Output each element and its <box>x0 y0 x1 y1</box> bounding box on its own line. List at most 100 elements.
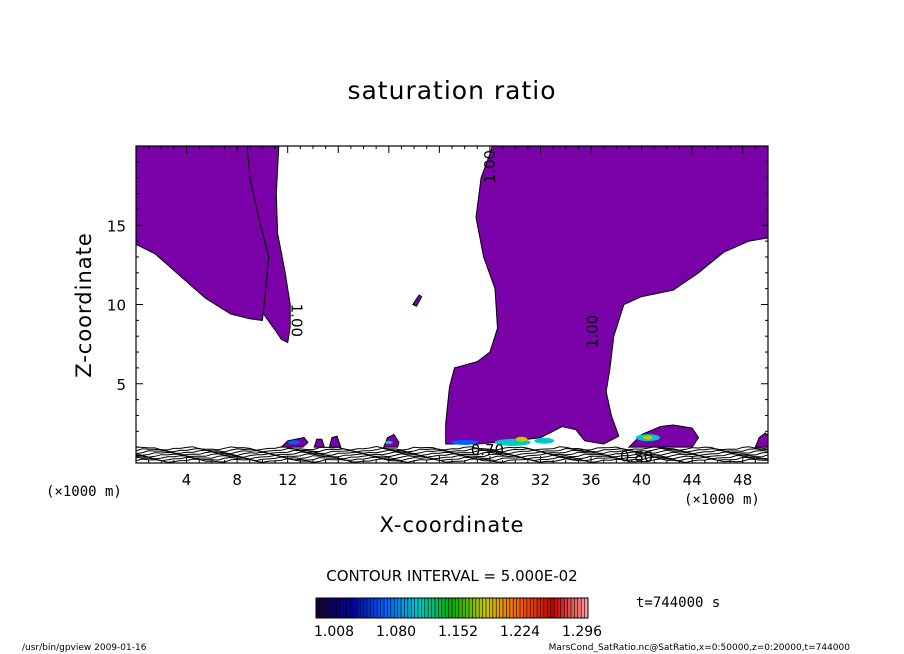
colorbar-cell <box>428 598 433 618</box>
contour-label-5: 0.70 <box>471 441 504 459</box>
colorbar-cell <box>554 598 558 618</box>
y-tick-label-5: 5 <box>116 376 126 394</box>
colorbar-cell <box>326 598 331 618</box>
contour-label-4: 0.80 <box>620 447 653 465</box>
colorbar-cell <box>387 598 392 618</box>
colorbar-cell <box>322 598 327 618</box>
colorbar-cell <box>499 598 504 618</box>
colorbar-cell <box>540 598 545 618</box>
surface-contour-8 <box>135 445 769 451</box>
colorbar-cell <box>435 598 439 618</box>
x-tick-label-20: 20 <box>379 471 398 489</box>
colorbar-cell <box>448 598 453 618</box>
x-unit-right: (×1000 m) <box>684 492 760 508</box>
colorbar-cell <box>377 598 382 618</box>
colorbar-cell <box>356 598 361 618</box>
colorbar-cell <box>560 598 565 618</box>
x-tick-label-44: 44 <box>683 471 702 489</box>
colorbar-cell <box>401 598 405 618</box>
colorbar-cell <box>384 598 388 618</box>
colorbar-cell <box>479 598 484 618</box>
colorbar-cell <box>411 598 416 618</box>
colorbar-cell <box>445 598 450 618</box>
colorbar-cell <box>496 598 501 618</box>
x-tick-label-16: 16 <box>329 471 348 489</box>
x-tick-label-36: 36 <box>581 471 600 489</box>
x-tick-label-8: 8 <box>232 471 242 489</box>
colorbar-cell <box>537 598 541 618</box>
x-tick-label-32: 32 <box>531 471 550 489</box>
supersaturated-region-5 <box>627 424 700 448</box>
colorbar-cell <box>333 598 337 618</box>
contour-label-2: 1.00 <box>287 304 305 337</box>
colorbar-cell <box>370 598 375 618</box>
colorbar-cell <box>380 598 385 618</box>
y-axis-label: Z-coordinate <box>72 232 96 378</box>
colorbar-cell <box>441 598 446 618</box>
x-tick-label-24: 24 <box>430 471 449 489</box>
colorbar-cell <box>509 598 514 618</box>
colorbar-tick-label-3: 1.152 <box>438 624 478 640</box>
colorbar-cell <box>513 598 518 618</box>
x-tick-label-28: 28 <box>480 471 499 489</box>
colorbar-cell <box>469 598 473 618</box>
colorbar-cell <box>567 598 572 618</box>
colorbar-cell <box>530 598 535 618</box>
saturation-peak-3 <box>534 437 555 444</box>
colorbar-cell <box>390 598 395 618</box>
y-tick-label-15: 15 <box>107 217 126 235</box>
contour-interval: CONTOUR INTERVAL = 5.000E-02 <box>326 567 578 585</box>
saturation-peak-8 <box>384 440 393 444</box>
colorbar-cell <box>462 598 467 618</box>
x-unit-left: (×1000 m) <box>46 484 122 500</box>
colorbar-cell <box>533 598 538 618</box>
colorbar-cell <box>353 598 358 618</box>
saturation-peak-4 <box>450 439 479 445</box>
colorbar-cell <box>472 598 477 618</box>
colorbar-cell <box>577 598 582 618</box>
colorbar-cell <box>574 598 579 618</box>
colorbar-cell <box>482 598 487 618</box>
footer-left: /usr/bin/gpview 2009-01-16 <box>22 643 147 653</box>
supersaturated-region-7 <box>313 438 325 448</box>
colorbar-cell <box>316 598 320 618</box>
colorbar-cell <box>414 598 419 618</box>
colorbar-cell <box>543 598 548 618</box>
y-tick-label-10: 10 <box>107 297 126 315</box>
colorbar-cell <box>350 598 354 618</box>
x-tick-label-40: 40 <box>632 471 651 489</box>
colorbar-cell <box>475 598 480 618</box>
colorbar-tick-label-4: 1.224 <box>500 624 540 640</box>
supersaturated-region-10 <box>754 432 769 448</box>
colorbar-cell <box>438 598 443 618</box>
colorbar-cell <box>329 598 334 618</box>
colorbar-tick-label-5: 1.296 <box>562 624 602 640</box>
colorbar-cell <box>336 598 341 618</box>
saturation-peak-2 <box>515 436 528 442</box>
colorbar-cell <box>346 598 351 618</box>
supersaturated-region-8 <box>328 435 342 448</box>
footer-right: MarsCond_SatRatio.nc@SatRatio,x=0:50000,… <box>548 643 850 653</box>
colorbar-cell <box>421 598 426 618</box>
colorbar-cell <box>397 598 402 618</box>
supersaturated-region-9 <box>382 433 400 448</box>
colorbar-cell <box>394 598 399 618</box>
x-axis-label: X-coordinate <box>379 513 525 537</box>
saturation-peak-7 <box>288 440 300 445</box>
supersaturated-region-2 <box>135 145 270 321</box>
colorbar-cell <box>360 598 365 618</box>
x-tick-label-12: 12 <box>278 471 297 489</box>
colorbar-cell <box>550 598 555 618</box>
colorbar-cell <box>489 598 494 618</box>
colorbar-cell <box>465 598 470 618</box>
contour-label-3: 1.00 <box>583 315 601 348</box>
colorbar-cell <box>458 598 463 618</box>
colorbar-cell <box>516 598 521 618</box>
colorbar-cell <box>424 598 429 618</box>
colorbar-cell <box>373 598 378 618</box>
time-label: t=744000 s <box>636 595 721 611</box>
surface-contour-7 <box>135 447 769 453</box>
supersaturated-region-3 <box>445 145 769 445</box>
supersaturated-region-4 <box>412 294 423 307</box>
